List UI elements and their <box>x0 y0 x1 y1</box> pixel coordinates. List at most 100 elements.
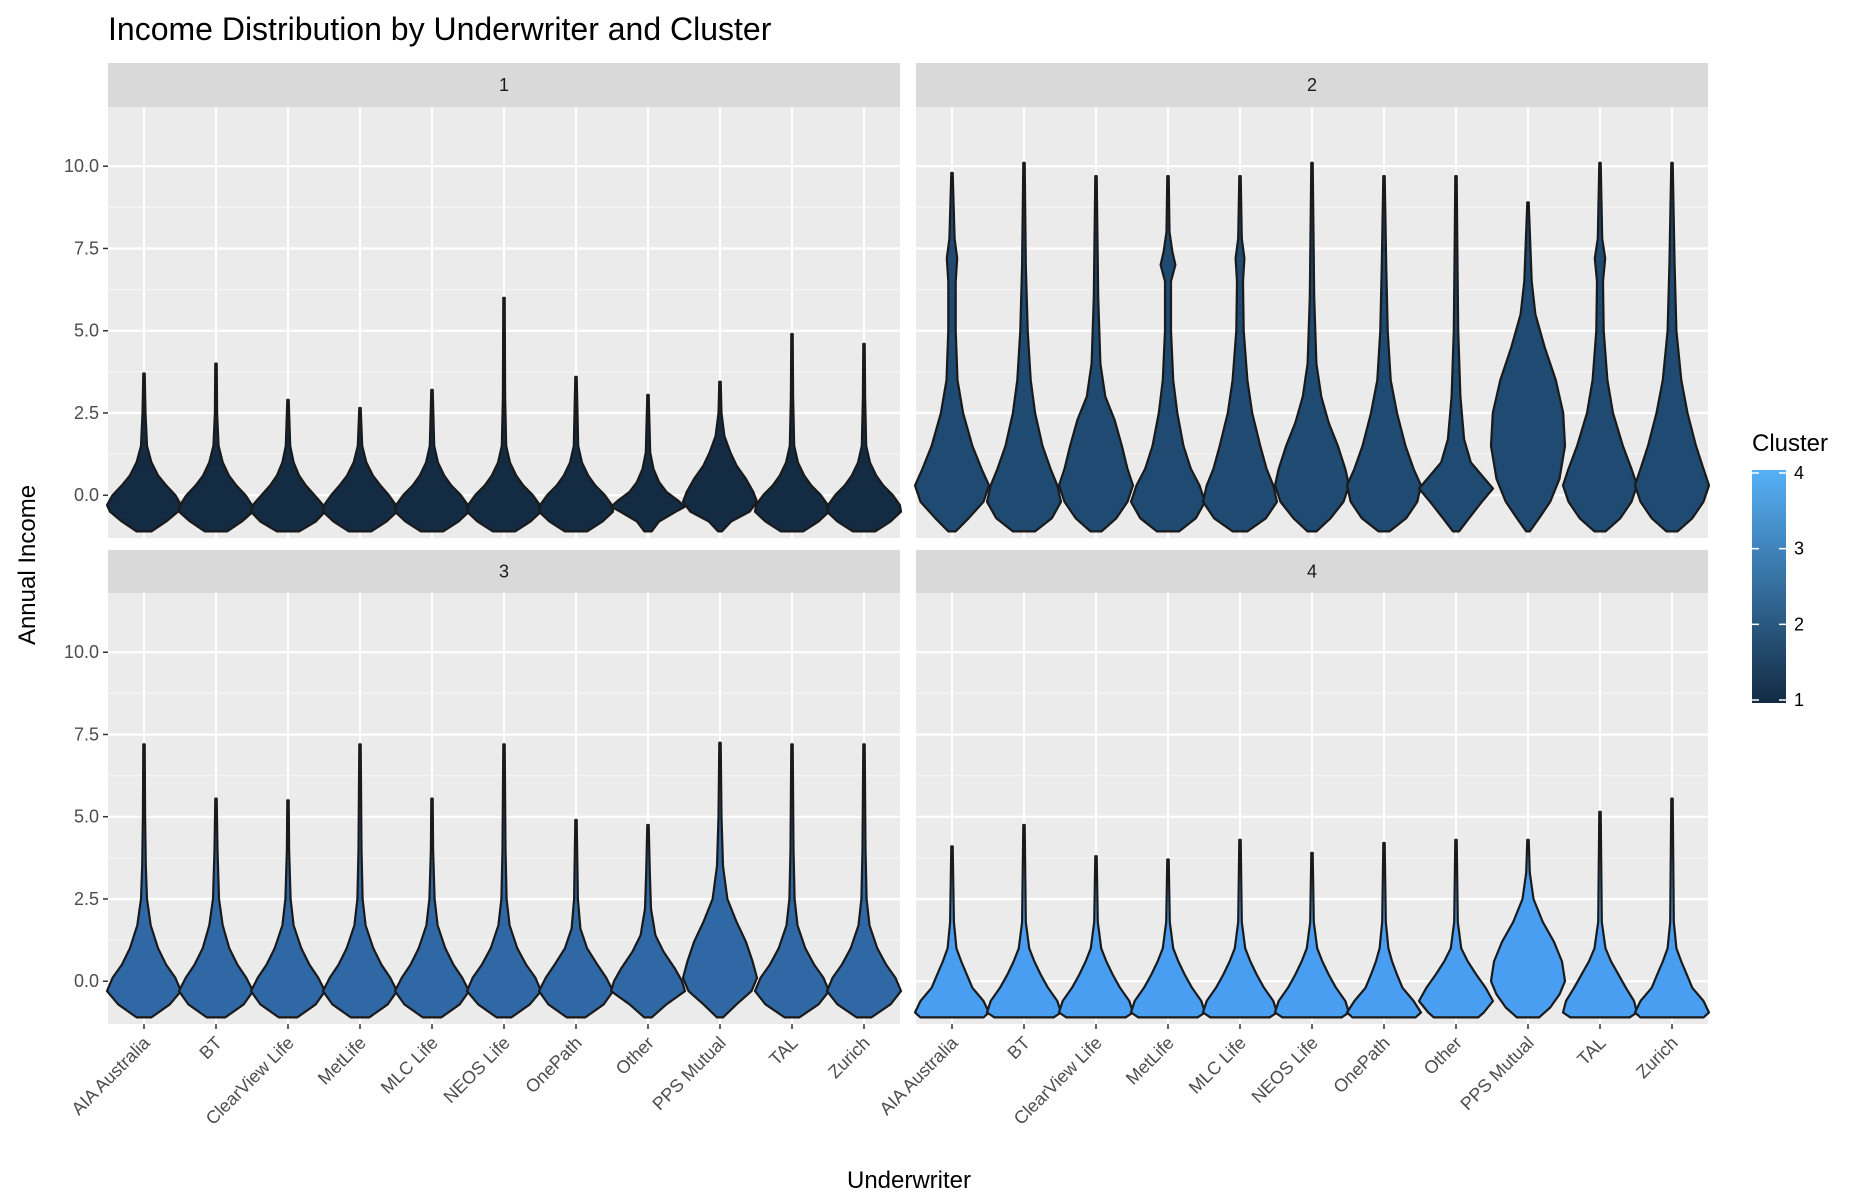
y-tick-label: 0.0 <box>74 971 99 991</box>
facet-strip <box>916 550 1708 593</box>
violin-pps-mutual <box>1489 838 1567 1019</box>
violin-neos-life <box>1273 161 1351 533</box>
facet-strip <box>108 63 900 107</box>
y-axis-title: Annual Income <box>14 485 41 645</box>
legend: Cluster 1 2 3 4 <box>1752 430 1828 710</box>
facet-panel-4: 4 <box>913 550 1711 1024</box>
x-tick-label: AIA Australia <box>876 1032 963 1119</box>
x-axis-title: Underwriter <box>847 1167 971 1194</box>
facet-strip <box>916 63 1708 107</box>
legend-ticks: 1 2 3 4 <box>1752 463 1804 710</box>
legend-label: 1 <box>1794 690 1804 710</box>
x-tick-label: TAL <box>765 1033 802 1070</box>
violin-neos-life <box>465 743 543 1019</box>
violin-tal <box>1561 161 1639 533</box>
y-axis: 0.0 2.5 5.0 7.5 10.0 0.0 2.5 5.0 7.5 10.0 <box>64 156 108 991</box>
violin-metlife <box>321 743 399 1019</box>
x-tick-label: Other <box>1420 1033 1466 1079</box>
facet-strip-label: 3 <box>499 562 509 582</box>
violin-onepath <box>1345 175 1423 533</box>
violin-metlife <box>321 406 399 533</box>
y-tick-label: 2.5 <box>74 889 99 909</box>
violin-mlc-life <box>1201 175 1279 533</box>
x-tick-label: MLC Life <box>1185 1033 1250 1098</box>
legend-title: Cluster <box>1752 430 1828 457</box>
chart-title: Income Distribution by Underwriter and C… <box>108 11 772 47</box>
violin-other <box>609 393 687 533</box>
violin-tal <box>753 743 831 1019</box>
facet-panel-2: 2 <box>913 63 1711 538</box>
y-tick-label: 7.5 <box>74 724 99 744</box>
y-tick-label: 10.0 <box>64 156 99 176</box>
facet-strip-label: 1 <box>499 75 509 95</box>
x-tick-label: AIA Australia <box>68 1032 155 1119</box>
y-tick-label: 0.0 <box>74 485 99 505</box>
violin-bt <box>985 823 1063 1019</box>
y-tick-label: 10.0 <box>64 642 99 662</box>
violin-bt <box>177 797 255 1019</box>
x-tick-label: BT <box>195 1033 225 1063</box>
violin-clearview-life <box>1057 175 1135 533</box>
x-tick-label: MetLife <box>314 1033 370 1089</box>
x-tick-label: NEOS Life <box>1248 1033 1322 1107</box>
violin-clearview-life <box>1057 855 1135 1019</box>
x-tick-label: MLC Life <box>377 1033 442 1098</box>
violin-pps-mutual <box>681 741 759 1019</box>
x-tick-label: PPS Mutual <box>648 1033 729 1114</box>
x-tick-label: Zurich <box>824 1033 874 1083</box>
violin-aia-australia <box>105 372 183 533</box>
x-tick-label: PPS Mutual <box>1456 1033 1537 1114</box>
violin-aia-australia <box>913 171 991 533</box>
facet-strip <box>108 550 900 593</box>
violin-pps-mutual <box>1489 201 1567 533</box>
violin-onepath <box>537 818 615 1019</box>
violin-tal <box>753 332 831 533</box>
violin-zurich <box>1633 797 1711 1019</box>
y-tick-label: 7.5 <box>74 238 99 258</box>
violin-neos-life <box>1273 851 1351 1019</box>
violin-clearview-life <box>249 398 327 533</box>
legend-label: 3 <box>1794 539 1804 559</box>
facet-strip-label: 2 <box>1307 75 1317 95</box>
violin-tal <box>1561 810 1639 1019</box>
violin-other <box>1417 175 1495 533</box>
violin-metlife <box>1129 858 1207 1019</box>
x-tick-label: Other <box>612 1033 658 1079</box>
violin-bt <box>985 161 1063 533</box>
facet-panel-1: 1 <box>105 63 903 538</box>
violin-mlc-life <box>393 388 471 533</box>
violin-mlc-life <box>1201 838 1279 1019</box>
violin-other <box>609 823 687 1019</box>
x-tick-label: TAL <box>1573 1033 1610 1070</box>
facet-strip-label: 4 <box>1307 562 1317 582</box>
violin-other <box>1417 838 1495 1019</box>
violin-zurich <box>1633 161 1711 533</box>
violin-metlife <box>1129 175 1207 533</box>
x-tick-label: NEOS Life <box>440 1033 514 1107</box>
violin-clearview-life <box>249 799 327 1019</box>
violin-mlc-life <box>393 797 471 1019</box>
x-tick-label: OnePath <box>521 1033 585 1097</box>
violin-zurich <box>825 743 903 1019</box>
x-tick-label: OnePath <box>1329 1033 1393 1097</box>
violin-pps-mutual <box>681 380 759 533</box>
violin-neos-life <box>465 296 543 533</box>
x-tick-label: MetLife <box>1122 1033 1178 1089</box>
legend-colorbar <box>1752 470 1786 703</box>
facet-panel-3: 3 <box>105 550 903 1024</box>
violin-zurich <box>825 342 903 533</box>
legend-label: 4 <box>1794 463 1804 483</box>
violin-onepath <box>537 375 615 533</box>
y-tick-label: 5.0 <box>74 807 99 827</box>
x-tick-label: BT <box>1003 1033 1033 1063</box>
violin-aia-australia <box>105 743 183 1019</box>
y-tick-label: 5.0 <box>74 321 99 341</box>
y-tick-label: 2.5 <box>74 403 99 423</box>
x-tick-label: Zurich <box>1632 1033 1682 1083</box>
violin-bt <box>177 362 255 533</box>
legend-label: 2 <box>1794 614 1804 634</box>
violin-aia-australia <box>913 845 991 1019</box>
violin-onepath <box>1345 841 1423 1019</box>
